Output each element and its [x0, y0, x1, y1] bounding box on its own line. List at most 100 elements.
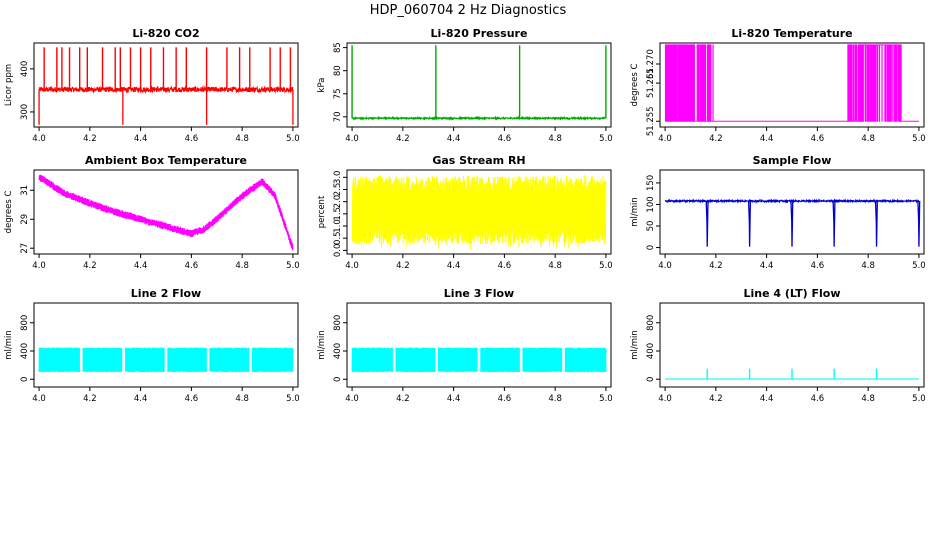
dip-mark [832, 200, 836, 247]
flow-gap [122, 346, 125, 374]
x-tick-label: 4.0 [32, 134, 46, 144]
y-tick-label: 800 [646, 315, 656, 331]
y-tick-label: 75 [333, 88, 343, 99]
x-tick-label: 4.8 [235, 394, 249, 404]
panel-rh: Gas Stream RH percent 4.0 4.2 4.4 4.6 4.8 5.0 0.… [317, 154, 613, 271]
y-tick-label: 85 [333, 42, 343, 53]
y-tick-label: 51.265 [646, 68, 656, 98]
x-tick-label: 5.0 [912, 394, 926, 404]
series-line [351, 174, 607, 250]
y-tick-label: 27 [20, 243, 30, 254]
series-line [664, 44, 919, 122]
panel-temperature: Li-820 Temperature degrees C 4.0 4.2 4.4 4.6 4… [630, 27, 926, 144]
series-line [38, 174, 294, 251]
y-tick-label: 400 [333, 343, 343, 359]
plot-frame [33, 42, 299, 128]
x-tick-label: 4.0 [345, 261, 359, 271]
y-tick-label: 51.255 [646, 106, 656, 136]
y-axis-label: degrees C [630, 64, 640, 107]
x-tick-label: 4.0 [32, 394, 46, 404]
x-tick-label: 4.8 [548, 394, 562, 404]
plot-frame [346, 42, 612, 128]
y-tick-label: 1.0 [333, 219, 343, 233]
x-tick-label: 4.2 [709, 261, 723, 271]
x-tick-label: 4.2 [396, 134, 410, 144]
y-tick-label: 0 [646, 245, 656, 250]
panel-title: Line 4 (LT) Flow [744, 287, 841, 300]
dip-mark [917, 200, 921, 247]
x-tick-label: 5.0 [599, 261, 613, 271]
x-tick-label: 4.6 [498, 394, 512, 404]
x-tick-label: 4.6 [498, 261, 512, 271]
y-tick-label: 0 [333, 377, 343, 382]
y-tick-label: 100 [646, 196, 656, 212]
y-tick-label: 2.5 [333, 183, 343, 197]
panel-title: Gas Stream RH [432, 154, 525, 167]
y-tick-label: 400 [20, 343, 30, 359]
flow-gap [392, 346, 396, 374]
x-tick-label: 4.6 [185, 134, 199, 144]
panel-line3: Line 3 Flow ml/min 4.0 4.2 4.4 4.6 4.8 5.0 0 400 8… [317, 287, 613, 404]
x-tick-label: 4.4 [760, 394, 774, 404]
x-tick-label: 4.8 [235, 261, 249, 271]
y-axis-label: ml/min [630, 330, 640, 360]
panel-title: Line 2 Flow [131, 287, 201, 300]
x-tick-label: 4.2 [709, 394, 723, 404]
x-tick-label: 4.6 [185, 394, 199, 404]
x-tick-label: 4.4 [447, 261, 461, 271]
x-tick-label: 5.0 [286, 261, 300, 271]
x-tick-label: 4.0 [658, 134, 672, 144]
series-line [351, 115, 607, 122]
y-tick-label: 150 [646, 175, 656, 191]
y-tick-label: 400 [20, 61, 30, 77]
y-tick-label: 400 [646, 343, 656, 359]
x-tick-label: 4.8 [548, 261, 562, 271]
y-tick-label: 70 [333, 111, 343, 122]
x-tick-label: 4.4 [760, 134, 774, 144]
dip-mark [705, 200, 709, 247]
panel-pressure: Li-820 Pressure kPa 4.0 4.2 4.4 4.6 4.8 5.0 70 75… [317, 27, 613, 144]
x-tick-label: 5.0 [912, 134, 926, 144]
y-tick-label: 2.0 [333, 195, 343, 209]
y-tick-label: 0.5 [333, 231, 343, 245]
x-tick-label: 4.4 [134, 261, 148, 271]
flow-gap [562, 346, 565, 374]
x-tick-label: 4.0 [345, 134, 359, 144]
y-axis-label: Licor ppm [4, 64, 14, 106]
panel-ambient: Ambient Box Temperature degrees C 4.0 4.2 4.… [4, 154, 300, 271]
panel-line4: Line 4 (LT) Flow ml/min 4.0 4.2 4.4 4.6 4.8 5.0… [630, 287, 926, 404]
x-tick-label: 4.4 [447, 134, 461, 144]
panel-title: Line 3 Flow [444, 287, 514, 300]
y-axis-label: degrees C [4, 191, 14, 234]
x-tick-label: 5.0 [912, 261, 926, 271]
y-tick-label: 800 [20, 315, 30, 331]
x-tick-label: 4.4 [134, 394, 148, 404]
y-axis-label: percent [317, 195, 327, 228]
x-tick-label: 4.8 [861, 394, 875, 404]
x-tick-label: 4.2 [83, 261, 97, 271]
x-tick-label: 4.8 [548, 134, 562, 144]
flow-gap [164, 346, 168, 374]
dip-mark [790, 200, 794, 247]
panel-line2: Line 2 Flow ml/min 4.0 4.2 4.4 4.6 4.8 5.0 0 400 8… [4, 287, 300, 404]
x-tick-label: 4.8 [235, 134, 249, 144]
x-tick-label: 4.6 [185, 261, 199, 271]
y-tick-label: 800 [333, 315, 343, 331]
x-tick-label: 4.2 [396, 394, 410, 404]
plot-frame [33, 302, 299, 388]
y-tick-label: 1.5 [333, 207, 343, 221]
x-tick-label: 4.2 [396, 261, 410, 271]
x-tick-label: 4.6 [498, 134, 512, 144]
series-line [38, 84, 294, 95]
y-tick-label: 29 [20, 214, 30, 225]
y-axis-label: ml/min [630, 197, 640, 227]
y-axis-label: kPa [317, 78, 327, 93]
x-tick-label: 4.0 [658, 261, 672, 271]
figure-title: HDP_060704 2 Hz Diagnostics [370, 3, 567, 18]
plot-frame [659, 169, 925, 255]
panel-title: Ambient Box Temperature [85, 154, 247, 167]
y-tick-label: 0 [646, 377, 656, 382]
panel-co2: Li-820 CO2 Licor ppm 4.0 4.2 4.4 4.6 4.8 5.0 300… [4, 27, 300, 144]
